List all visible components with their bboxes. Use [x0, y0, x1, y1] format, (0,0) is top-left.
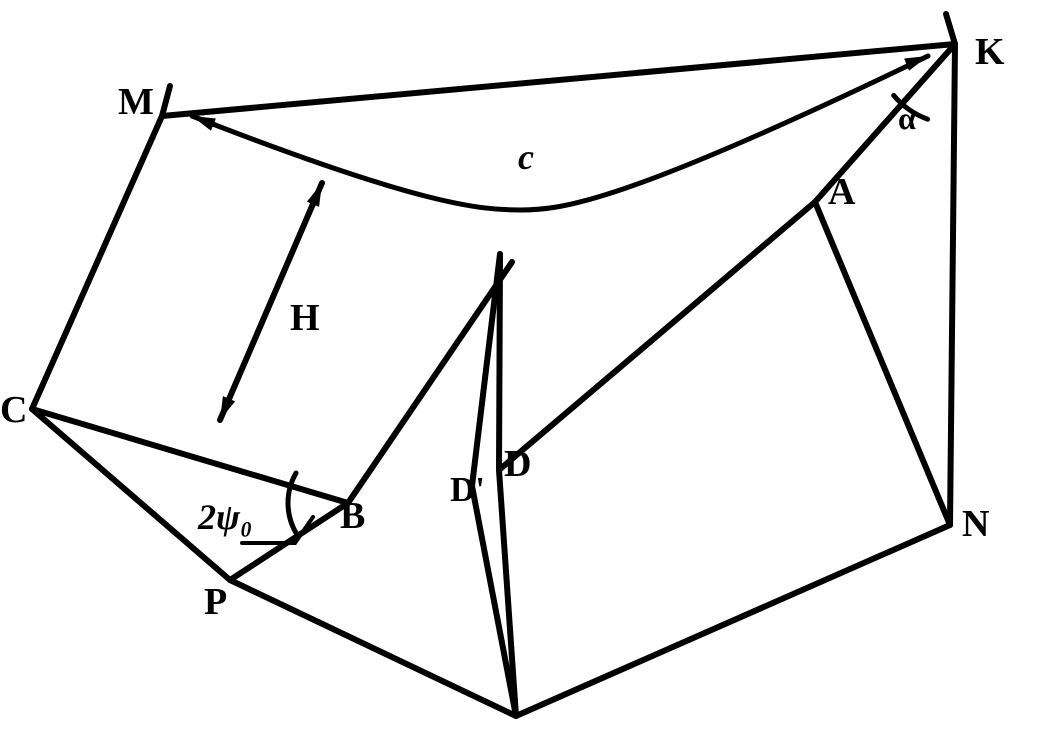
- label-B: B: [340, 494, 365, 538]
- arrow-head: [904, 56, 928, 71]
- edge: [950, 44, 955, 525]
- label-Dp: D': [450, 470, 485, 510]
- label-c: c: [518, 136, 534, 178]
- label-psi: 2ψ₀: [198, 496, 253, 538]
- edge: [32, 116, 162, 409]
- geometry-diagram: [0, 0, 1037, 753]
- label-A: A: [828, 170, 855, 214]
- edge: [230, 580, 516, 716]
- edge: [162, 86, 170, 116]
- arrow-head: [220, 396, 235, 420]
- label-P: P: [204, 580, 227, 624]
- label-D: D: [504, 442, 531, 486]
- angle-arc: [288, 473, 297, 535]
- edge: [946, 14, 955, 44]
- edge: [499, 202, 815, 470]
- edge: [499, 254, 500, 470]
- arrow-head: [307, 183, 322, 207]
- label-H: H: [290, 296, 320, 340]
- arrow-head: [192, 116, 216, 131]
- edge: [32, 409, 348, 503]
- label-alpha: α: [898, 100, 916, 137]
- label-N: N: [962, 502, 989, 546]
- edge: [472, 254, 500, 486]
- edge: [516, 525, 950, 716]
- edge: [162, 44, 955, 116]
- label-K: K: [975, 30, 1005, 74]
- edge: [815, 202, 950, 525]
- label-C: C: [0, 388, 27, 432]
- label-M: M: [118, 80, 154, 124]
- edge: [32, 409, 230, 580]
